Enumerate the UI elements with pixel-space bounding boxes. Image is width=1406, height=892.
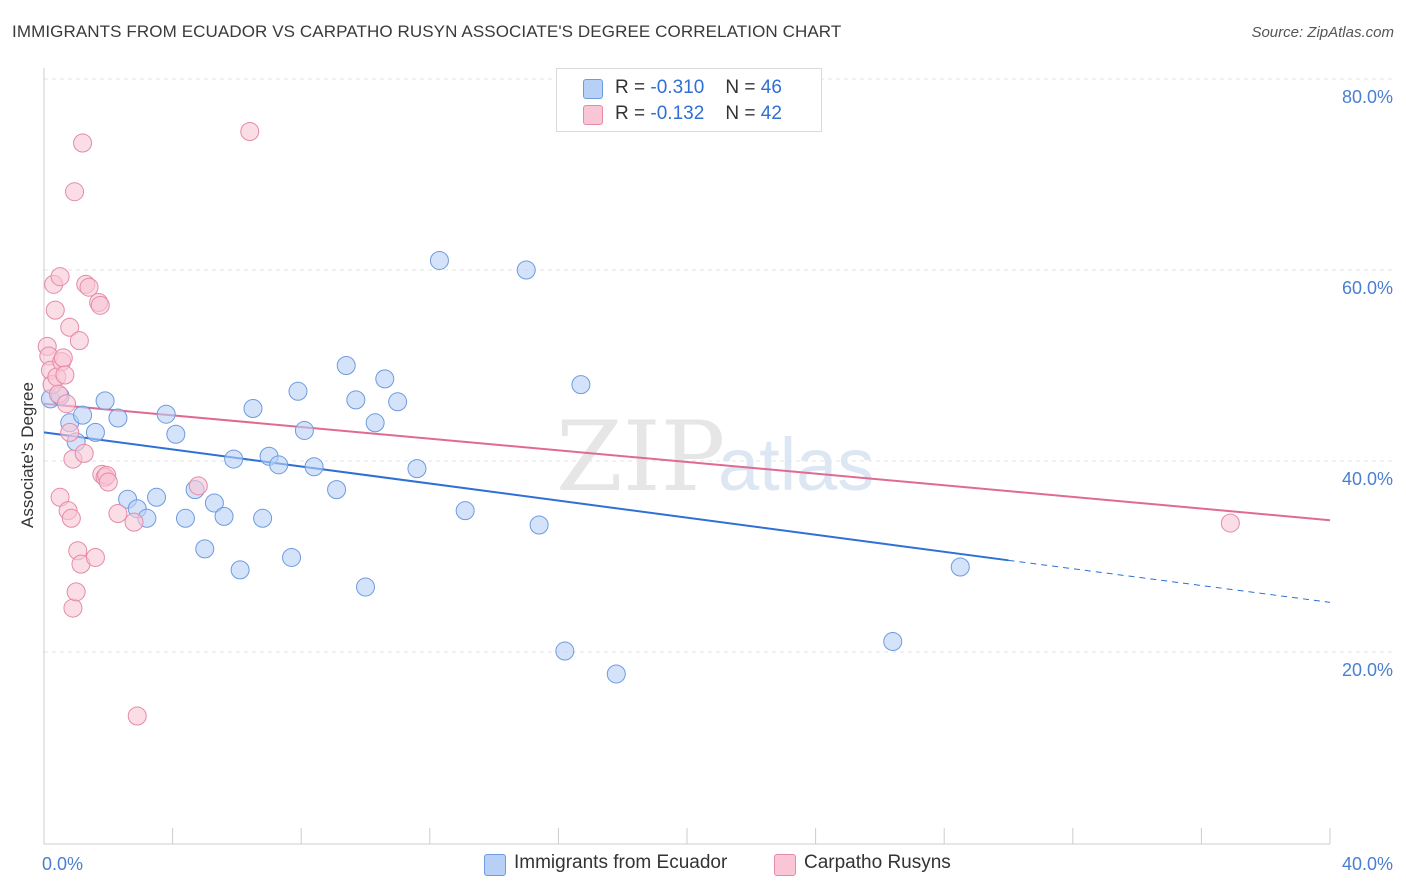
- x-tick-label: 40.0%: [1342, 854, 1393, 874]
- point-ecuador: [253, 508, 273, 528]
- y-tick-label: 60.0%: [1342, 278, 1393, 298]
- point-rusyn: [60, 317, 80, 337]
- point-rusyn: [53, 348, 73, 368]
- point-ecuador: [294, 420, 314, 440]
- point-ecuador: [230, 560, 250, 580]
- x-tick-label: 0.0%: [42, 854, 83, 874]
- n-label: N =: [725, 77, 756, 98]
- point-ecuador: [365, 413, 385, 433]
- r-value-rusyn: -0.132: [650, 103, 705, 124]
- point-ecuador: [243, 398, 263, 418]
- r-value-ecuador: -0.310: [650, 77, 705, 98]
- y-tick-label: 80.0%: [1342, 87, 1393, 107]
- point-rusyn: [85, 547, 105, 567]
- point-rusyn: [61, 508, 81, 528]
- point-ecuador: [455, 501, 475, 521]
- tick-labels: 20.0% 40.0% 60.0% 80.0% 0.0% 40.0%: [42, 87, 1393, 874]
- point-ecuador: [429, 250, 449, 270]
- point-rusyn: [45, 300, 65, 320]
- point-rusyn: [55, 365, 75, 385]
- point-rusyn: [69, 331, 89, 351]
- point-rusyn: [50, 267, 70, 287]
- point-rusyn: [73, 133, 93, 153]
- point-ecuador: [950, 557, 970, 577]
- point-rusyn: [240, 122, 260, 142]
- n-value-rusyn: 42: [760, 103, 782, 124]
- n-value-ecuador: 46: [760, 77, 782, 98]
- point-ecuador: [156, 404, 176, 424]
- r-label: R =: [615, 103, 646, 124]
- stats-legend: R = -0.310 N = 46 R = -0.132 N = 42: [556, 68, 822, 132]
- y-axis-label: Associate's Degree: [18, 382, 37, 528]
- y-tick-label: 40.0%: [1342, 469, 1393, 489]
- n-label: N =: [725, 103, 756, 124]
- point-rusyn: [66, 582, 86, 602]
- point-ecuador: [407, 459, 427, 479]
- point-ecuador: [73, 405, 93, 425]
- point-rusyn: [108, 504, 128, 524]
- axes: [43, 68, 1331, 845]
- point-ecuador: [269, 455, 289, 475]
- point-rusyn: [57, 394, 77, 414]
- point-ecuador: [606, 664, 626, 684]
- point-rusyn: [79, 277, 99, 297]
- point-ecuador: [529, 515, 549, 535]
- legend-swatch-ecuador: [484, 854, 506, 876]
- point-ecuador: [388, 392, 408, 412]
- point-rusyn: [98, 472, 118, 492]
- chart-title: IMMIGRANTS FROM ECUADOR VS CARPATHO RUSY…: [12, 22, 842, 41]
- point-rusyn: [124, 512, 144, 532]
- legend-label-rusyn: Carpatho Rusyns: [804, 852, 951, 873]
- point-ecuador: [224, 449, 244, 469]
- point-ecuador: [375, 369, 395, 389]
- trend-lines: [43, 402, 1331, 603]
- point-ecuador: [555, 641, 575, 661]
- point-rusyn: [60, 422, 80, 442]
- point-ecuador: [304, 457, 324, 477]
- y-tick-label: 20.0%: [1342, 660, 1393, 680]
- point-ecuador: [883, 631, 903, 651]
- watermark-atlas: atlas: [718, 423, 874, 506]
- point-rusyn: [74, 443, 94, 463]
- point-ecuador: [327, 480, 347, 500]
- swatch-rusyn: [583, 105, 603, 125]
- point-rusyn: [188, 476, 208, 496]
- point-ecuador: [214, 506, 234, 526]
- point-ecuador: [282, 547, 302, 567]
- r-label: R =: [615, 77, 646, 98]
- source-credit: Source: ZipAtlas.com: [1251, 24, 1394, 41]
- trend-line-rusyn: [43, 402, 1331, 522]
- point-ecuador: [95, 391, 115, 411]
- point-ecuador: [288, 381, 308, 401]
- point-ecuador: [571, 375, 591, 395]
- point-ecuador: [346, 390, 366, 410]
- point-ecuador: [166, 424, 186, 444]
- data-points: [37, 122, 1240, 726]
- point-rusyn: [127, 706, 147, 726]
- point-ecuador: [85, 422, 105, 442]
- legend-label-ecuador: Immigrants from Ecuador: [514, 852, 728, 873]
- trend-line-ecuador: [43, 431, 1009, 562]
- point-ecuador: [175, 508, 195, 528]
- point-ecuador: [147, 487, 167, 507]
- point-ecuador: [204, 493, 224, 513]
- point-rusyn: [90, 295, 110, 315]
- point-rusyn: [65, 182, 85, 202]
- point-ecuador: [195, 539, 215, 559]
- point-ecuador: [336, 356, 356, 375]
- legend-swatch-rusyn: [774, 854, 796, 876]
- watermark: ZIP atlas: [556, 401, 874, 513]
- point-ecuador: [516, 260, 536, 280]
- trend-line-ecuador-extrapolated: [1008, 559, 1331, 603]
- swatch-ecuador: [583, 79, 603, 99]
- point-ecuador: [108, 408, 128, 428]
- point-ecuador: [356, 577, 375, 597]
- point-rusyn: [1220, 513, 1240, 533]
- series-legend: Immigrants from Ecuador Carpatho Rusyns: [0, 852, 1406, 878]
- point-rusyn: [63, 598, 83, 618]
